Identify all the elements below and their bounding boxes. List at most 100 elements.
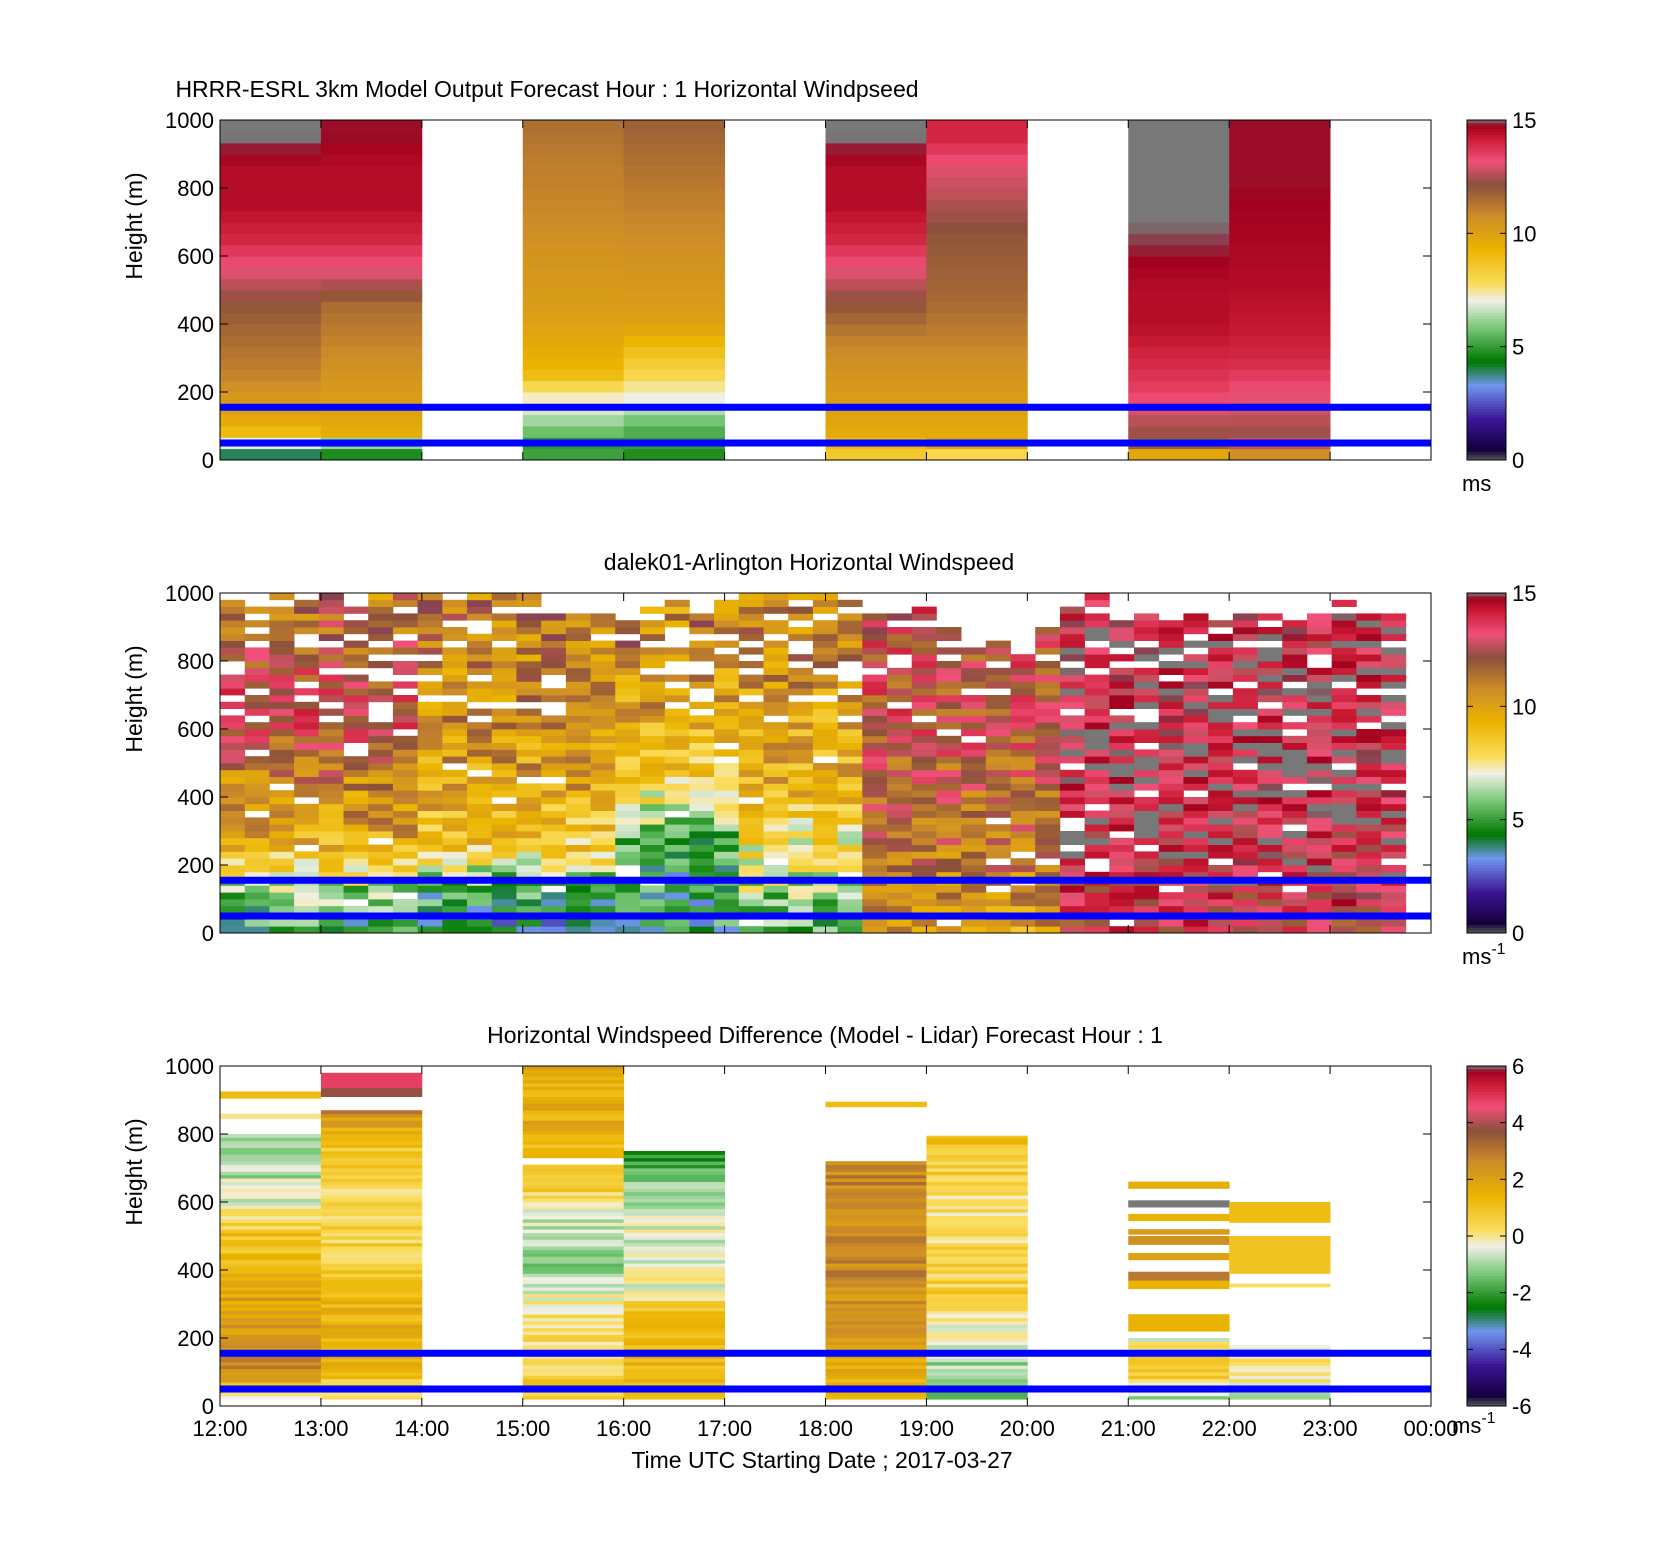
lidar-cell <box>812 790 838 798</box>
lidar-cell <box>961 783 987 791</box>
colorbar-swatch <box>1467 734 1506 738</box>
model-cell <box>1128 369 1230 382</box>
lidar-cell <box>887 810 913 818</box>
model-cell <box>1229 176 1331 189</box>
colorbar-swatch <box>1467 692 1506 696</box>
lidar-cell <box>516 593 542 601</box>
lidar-cell <box>318 627 344 635</box>
lidar-cell <box>1183 674 1209 682</box>
model-cell <box>522 131 625 144</box>
lidar-cell <box>1183 851 1209 859</box>
difference-cell <box>926 1365 1028 1369</box>
colorbar-swatch <box>1467 714 1506 719</box>
lidar-cell <box>491 661 517 669</box>
lidar-windspeed-y-axis-label: Height (m) <box>121 645 147 752</box>
colorbar-swatch <box>1467 426 1506 430</box>
model-cell <box>825 380 927 393</box>
lidar-cell <box>738 844 764 852</box>
difference-cell <box>522 1079 625 1084</box>
lidar-cell <box>1109 783 1135 791</box>
lidar-cell <box>1257 824 1283 832</box>
difference-cell <box>623 1263 725 1267</box>
colorbar-swatch <box>1467 1326 1506 1330</box>
lidar-cell <box>1084 756 1110 764</box>
lidar-cell <box>565 654 591 662</box>
difference-cell <box>926 1157 1028 1162</box>
lidar-cell <box>1282 633 1308 641</box>
difference-cell <box>320 1174 423 1179</box>
lidar-cell <box>244 606 270 614</box>
lidar-cell <box>714 620 740 628</box>
lidar-cell <box>936 803 962 811</box>
colorbar-swatch <box>1467 1128 1506 1132</box>
difference-cell <box>623 1321 725 1325</box>
difference-cell <box>320 1317 423 1322</box>
difference-cell <box>1229 1392 1331 1397</box>
lidar-cell <box>812 797 838 805</box>
model-cell <box>1128 120 1230 133</box>
difference-cell <box>623 1208 725 1213</box>
lidar-cell <box>615 803 641 811</box>
colorbar-swatch <box>1467 1321 1506 1325</box>
difference-cell <box>1128 1378 1230 1383</box>
difference-cell <box>320 1130 423 1135</box>
lidar-cell <box>244 674 270 682</box>
lidar-cell <box>294 667 320 675</box>
lidar-cell <box>615 722 641 730</box>
difference-cell <box>320 1304 423 1308</box>
model-cell <box>825 358 927 370</box>
lidar-cell <box>244 667 270 675</box>
lidar-cell <box>565 633 591 641</box>
colorbar-swatch <box>1467 652 1506 656</box>
lidar-cell <box>269 701 295 709</box>
lidar-cell <box>1010 661 1036 669</box>
lidar-cell <box>220 803 246 811</box>
difference-cell <box>926 1358 1028 1363</box>
lidar-cell <box>961 729 987 737</box>
colorbar-swatch <box>1467 1318 1506 1322</box>
lidar-cell <box>442 865 468 873</box>
lidar-cell <box>491 871 517 879</box>
lidar-cell <box>1282 749 1308 757</box>
colorbar-swatch <box>1467 230 1506 234</box>
model-windspeed-plot-area <box>219 119 1432 461</box>
model-cell <box>623 267 725 280</box>
lidar-cell <box>639 885 666 893</box>
lidar-cell <box>615 858 641 866</box>
lidar-cell <box>862 817 888 825</box>
colorbar-swatch <box>1467 615 1506 619</box>
lidar-cell <box>615 701 641 709</box>
model-cell <box>522 392 625 404</box>
lidar-cell <box>911 776 937 784</box>
difference-cell <box>522 1242 625 1247</box>
lidar-cell <box>467 599 493 607</box>
colorbar-swatch <box>1467 850 1506 855</box>
lidar-cell <box>985 701 1011 709</box>
lidar-cell <box>887 926 913 934</box>
lidar-cell <box>1306 899 1333 907</box>
lidar-cell <box>788 790 814 798</box>
lidar-cell <box>220 919 246 927</box>
lidar-cell <box>294 627 320 635</box>
lidar-windspeed-title: dalek01-Arlington Horizontal Windspeed <box>604 549 1014 575</box>
difference-cell <box>522 1327 625 1332</box>
lidar-cell <box>1356 763 1382 771</box>
lidar-cell <box>368 892 394 900</box>
lidar-cell <box>1282 817 1308 825</box>
lidar-cell <box>639 919 666 927</box>
lidar-cell <box>738 824 764 832</box>
difference-cell <box>1128 1358 1230 1363</box>
lidar-cell <box>417 640 443 648</box>
lidar-cell <box>417 715 443 723</box>
lidar-cell <box>689 810 715 818</box>
lidar-cell <box>1109 722 1135 730</box>
lidar-cell <box>1381 756 1407 764</box>
difference-band <box>1128 1236 1230 1245</box>
lidar-cell <box>220 926 246 934</box>
lidar-cell <box>1035 688 1061 696</box>
lidar-cell <box>541 735 567 743</box>
lidar-cell <box>862 742 888 750</box>
lidar-cell <box>961 681 987 689</box>
lidar-cell <box>1035 708 1061 716</box>
